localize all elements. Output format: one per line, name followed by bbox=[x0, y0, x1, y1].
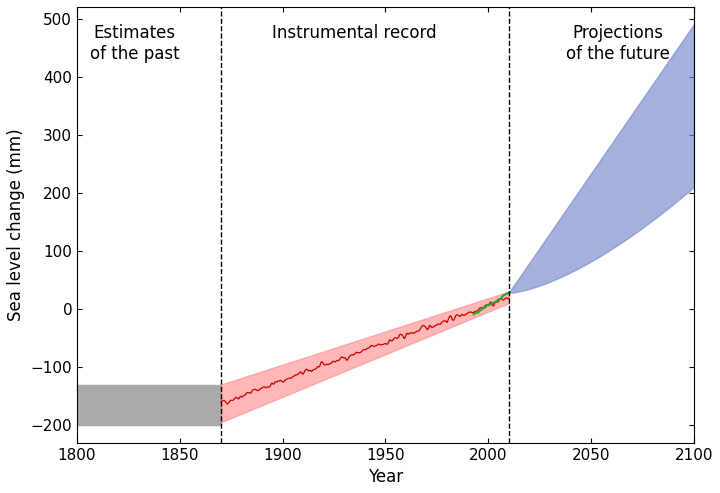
Y-axis label: Sea level change (mm): Sea level change (mm) bbox=[7, 129, 25, 321]
Text: Projections
of the future: Projections of the future bbox=[566, 24, 670, 63]
X-axis label: Year: Year bbox=[368, 468, 403, 486]
Text: Instrumental record: Instrumental record bbox=[272, 24, 437, 42]
Text: Estimates
of the past: Estimates of the past bbox=[90, 24, 179, 63]
